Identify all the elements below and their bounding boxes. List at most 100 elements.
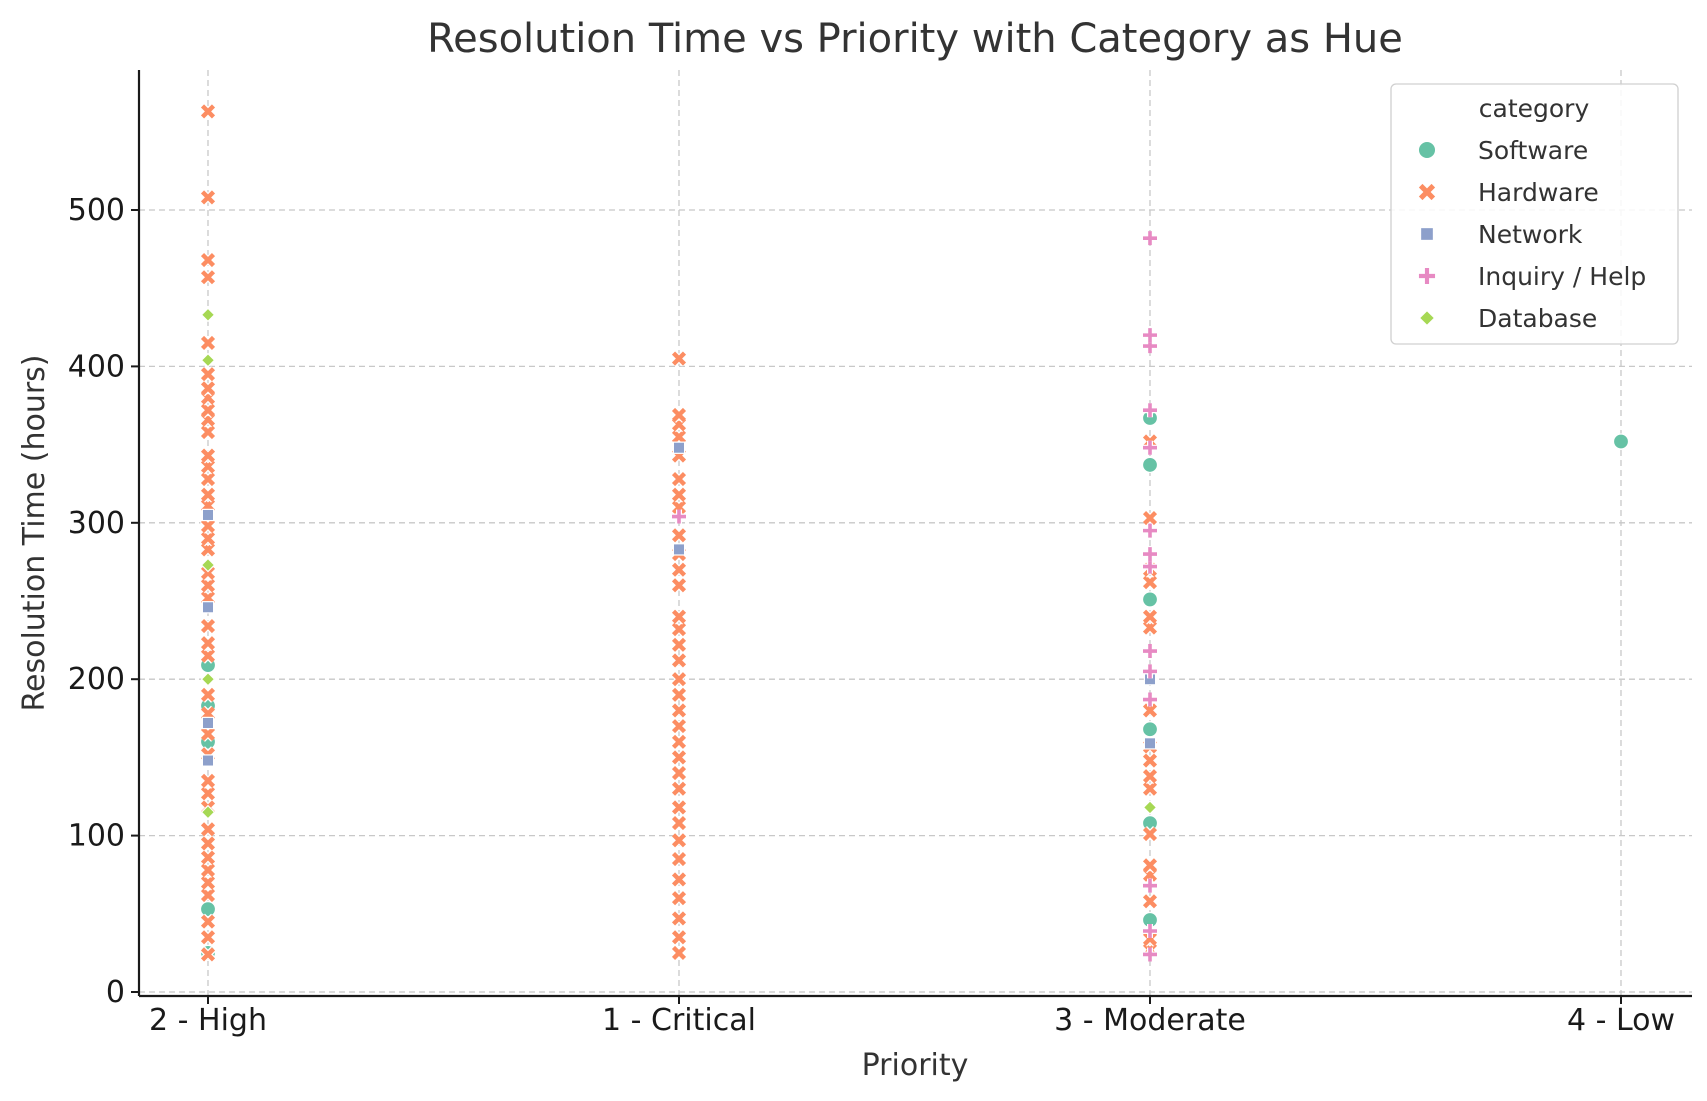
point-hardware xyxy=(200,618,216,634)
point-hardware xyxy=(200,913,216,930)
point-database xyxy=(200,352,216,368)
point-hardware xyxy=(671,350,687,367)
point-hardware xyxy=(1142,702,1158,719)
point-inquiry-help xyxy=(1143,559,1157,574)
point-hardware xyxy=(1142,768,1158,785)
point-hardware xyxy=(671,608,687,625)
y-tick-label: 200 xyxy=(68,662,125,697)
point-hardware xyxy=(200,517,216,534)
legend-marker-database xyxy=(1418,309,1436,327)
point-software xyxy=(1612,433,1630,450)
point-hardware xyxy=(1142,510,1158,527)
point-hardware xyxy=(200,577,216,594)
point-hardware xyxy=(671,471,687,487)
point-hardware xyxy=(671,636,687,653)
point-hardware xyxy=(671,749,687,766)
point-network xyxy=(201,716,215,730)
y-axis-label: Resolution Time (hours) xyxy=(17,355,52,712)
point-database xyxy=(200,557,216,573)
point-hardware xyxy=(200,946,216,963)
point-inquiry-help xyxy=(1143,440,1157,455)
legend-label: Network xyxy=(1478,220,1583,249)
point-hardware xyxy=(200,785,216,802)
point-inquiry-help xyxy=(1143,878,1157,893)
point-hardware xyxy=(200,835,216,852)
point-network xyxy=(201,508,215,522)
point-inquiry-help xyxy=(1143,523,1157,538)
point-software xyxy=(199,901,217,918)
point-hardware xyxy=(671,652,687,669)
point-hardware xyxy=(200,821,216,838)
point-hardware xyxy=(200,402,216,419)
point-network xyxy=(201,601,215,614)
point-hardware xyxy=(200,471,216,487)
point-hardware xyxy=(1142,893,1158,910)
point-inquiry-help xyxy=(1143,547,1157,562)
y-tick-label: 400 xyxy=(68,349,125,384)
legend-title: category xyxy=(1479,94,1590,123)
point-hardware xyxy=(671,486,687,503)
y-tick-label: 0 xyxy=(106,975,125,1010)
legend-box xyxy=(1390,83,1679,345)
point-hardware xyxy=(671,718,687,735)
legend-items: Software Hardware Network Inquiry / Help Dat… xyxy=(1417,136,1646,333)
point-hardware xyxy=(200,772,216,789)
point-inquiry-help xyxy=(1143,644,1157,659)
legend-marker-software xyxy=(1417,140,1437,160)
point-hardware xyxy=(200,447,216,464)
point-network xyxy=(672,441,686,454)
point-hardware xyxy=(671,621,687,638)
legend-label: Inquiry / Help xyxy=(1478,262,1646,291)
point-hardware xyxy=(671,561,687,578)
point-hardware xyxy=(200,189,216,206)
point-database xyxy=(200,307,216,323)
legend-marker-network xyxy=(1419,226,1435,242)
x-tick-label: 3 - Moderate xyxy=(1054,1003,1246,1038)
point-network xyxy=(201,754,215,767)
point-hardware xyxy=(200,725,216,742)
point-hardware xyxy=(200,849,216,866)
point-hardware xyxy=(200,103,216,120)
point-hardware xyxy=(200,635,216,652)
point-hardware xyxy=(671,944,687,961)
point-software xyxy=(1141,591,1159,608)
x-axis-label: Priority xyxy=(862,1048,969,1083)
point-hardware xyxy=(671,671,687,688)
point-hardware xyxy=(1142,752,1158,769)
legend-marker-hardware xyxy=(1417,182,1437,202)
point-hardware xyxy=(671,910,687,927)
legend-marker-inquiry-help xyxy=(1418,267,1436,285)
point-inquiry-help xyxy=(1143,947,1157,962)
point-software xyxy=(1141,456,1159,474)
data-points xyxy=(199,103,1630,963)
point-inquiry-help xyxy=(672,509,686,524)
point-hardware xyxy=(671,832,687,849)
point-hardware xyxy=(671,499,687,516)
point-hardware xyxy=(1142,608,1158,625)
point-hardware xyxy=(1142,826,1158,843)
point-hardware xyxy=(671,686,687,703)
point-inquiry-help xyxy=(1143,924,1157,939)
axis-ticks: 0 100 200 300 400 500 2 - High 1 - Critical 3 - … xyxy=(68,193,1675,1038)
point-network xyxy=(1143,737,1157,750)
point-hardware xyxy=(671,527,687,544)
point-network xyxy=(672,543,686,556)
point-hardware xyxy=(671,851,687,868)
point-hardware xyxy=(200,874,216,891)
point-database xyxy=(1142,800,1158,815)
legend-label: Database xyxy=(1478,304,1597,333)
point-inquiry-help xyxy=(1143,231,1157,246)
point-inquiry-help xyxy=(1143,664,1157,679)
point-hardware xyxy=(671,929,687,946)
legend: category Software Hardware Network Inquiry … xyxy=(1390,83,1679,345)
point-hardware xyxy=(200,530,216,547)
point-hardware xyxy=(200,486,216,503)
point-database xyxy=(200,804,216,820)
x-tick-label: 4 - Low xyxy=(1567,1003,1675,1038)
point-inquiry-help xyxy=(1143,403,1157,418)
point-hardware xyxy=(671,765,687,782)
point-hardware xyxy=(200,647,216,664)
x-tick-label: 2 - High xyxy=(149,1003,267,1038)
point-software xyxy=(1141,721,1159,738)
